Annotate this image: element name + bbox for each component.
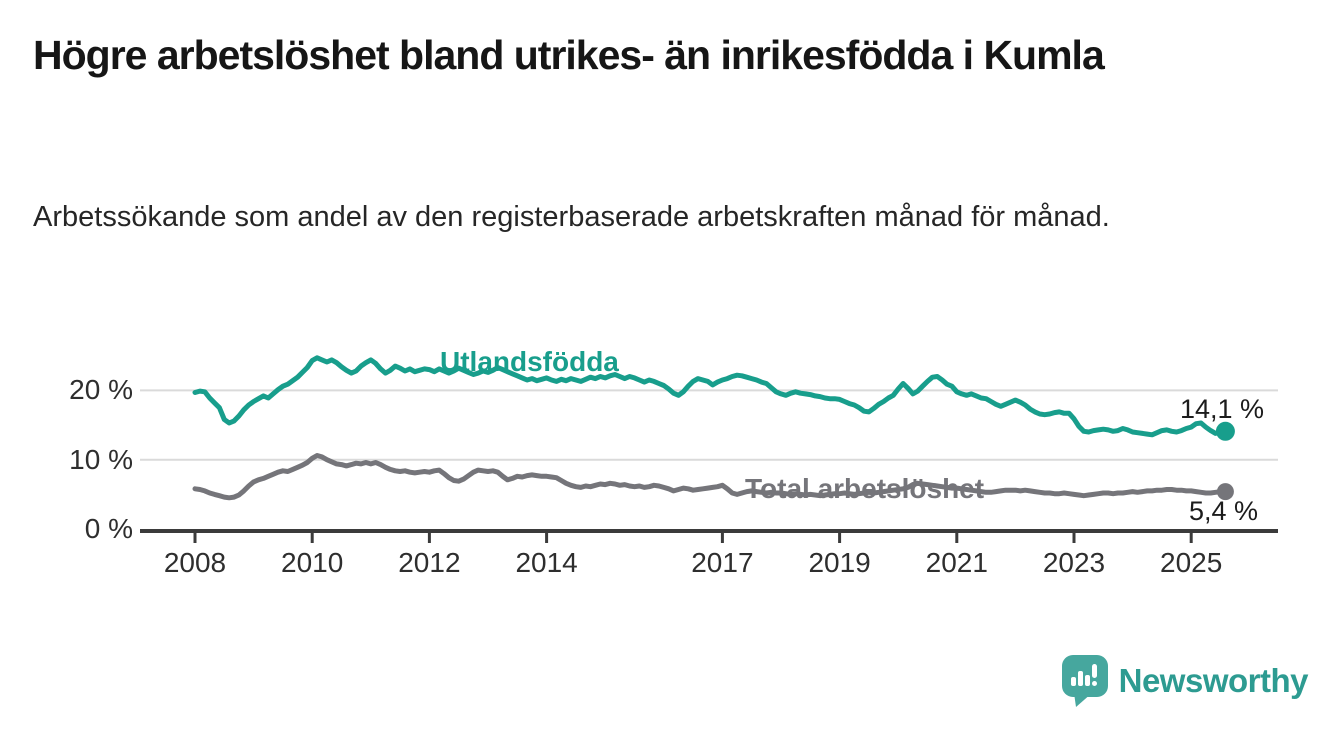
x-axis-label: 2014 — [515, 547, 578, 578]
series-end-dot-1 — [1216, 483, 1234, 501]
series-end-dot-0 — [1215, 421, 1235, 441]
chart-subtitle: Arbetssökande som andel av den registerb… — [33, 201, 1110, 233]
x-axis-label: 2010 — [281, 547, 344, 578]
logo-bar-medium — [1084, 675, 1090, 686]
logo-exclamation-dot — [1091, 681, 1097, 686]
newsworthy-wordmark: Newsworthy — [1118, 662, 1309, 699]
x-axis-label: 2012 — [398, 547, 461, 578]
x-axis-label: 2021 — [925, 547, 988, 578]
logo-bar-tall — [1077, 671, 1083, 686]
x-axis-label: 2023 — [1042, 547, 1106, 578]
x-axis-label: 2008 — [163, 547, 227, 578]
end-value-utlandsfodda: 14,1 % — [1179, 394, 1264, 424]
newsworthy-logo: Newsworthy — [1061, 655, 1309, 707]
x-axis-label: 2017 — [691, 547, 754, 578]
logo-exclamation-bar — [1091, 664, 1097, 678]
x-axis-label: 2019 — [808, 547, 871, 578]
series-line-0 — [192, 355, 1228, 438]
series-label-utlandsfodda: Utlandsfödda — [440, 346, 619, 377]
end-value-total-arbetsloshet: 5,4 % — [1188, 496, 1258, 526]
y-axis-label: 10 % — [69, 443, 133, 475]
newsworthy-icon — [1061, 655, 1108, 707]
y-axis-label: 20 % — [69, 374, 133, 406]
series-label-total-arbetsloshet: Total arbetslöshet — [745, 473, 985, 504]
logo-bar-small — [1070, 677, 1076, 686]
chart-title: Högre arbetslöshet bland utrikes- än inr… — [33, 32, 1105, 78]
series-line-1 — [192, 453, 1228, 501]
y-axis-label: 0 % — [84, 513, 133, 544]
x-axis-label: 2025 — [1160, 547, 1223, 578]
